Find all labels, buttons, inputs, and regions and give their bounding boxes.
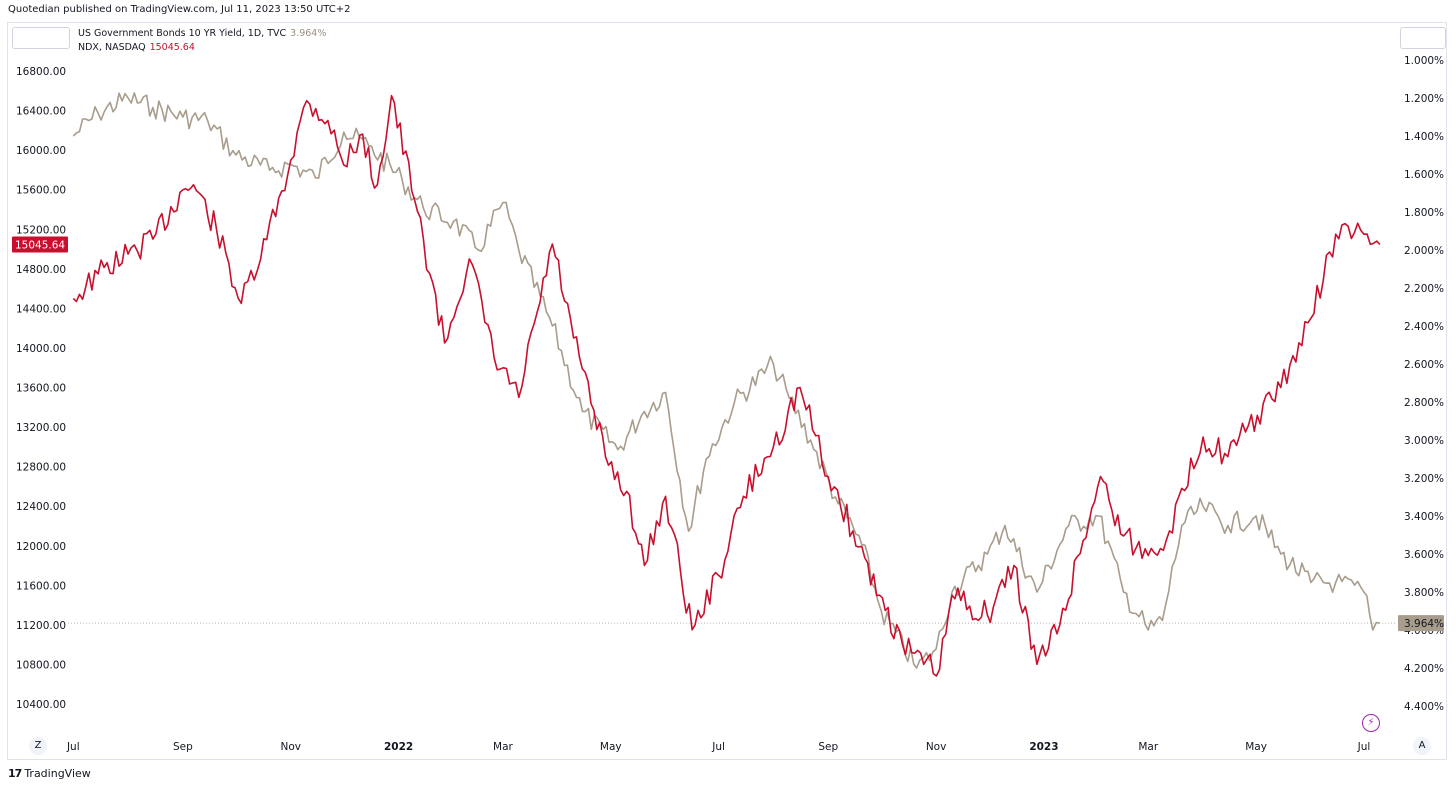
left-axis-tick-label: 13600.00: [16, 383, 66, 395]
left-axis-tick-label: 10800.00: [16, 659, 66, 671]
right-axis-tick-label: 3.600%: [1404, 549, 1444, 561]
left-axis-tick-label: 15200.00: [16, 224, 66, 236]
x-axis-tick-label: Jul: [1357, 741, 1371, 753]
tradingview-brand: TradingView: [24, 767, 91, 780]
x-axis-tick-label: Sep: [173, 741, 193, 753]
x-axis-tick-label: Nov: [281, 741, 302, 753]
tradingview-logo: 17 TradingView: [8, 767, 91, 780]
legend-ndx-label: NDX, NASDAQ: [78, 42, 146, 53]
right-axis-tick-label: 2.400%: [1404, 321, 1444, 333]
right-axis-tick-label: 4.400%: [1404, 701, 1444, 713]
legend-series-ndx[interactable]: NDX, NASDAQ 15045.64: [78, 42, 195, 53]
right-axis-tick-label: 3.000%: [1404, 435, 1444, 447]
right-axis-tick-label: 1.200%: [1404, 93, 1444, 105]
left-axis-tick-label: 16000.00: [16, 145, 66, 157]
right-axis-tick-label: 3.800%: [1404, 587, 1444, 599]
chart-frame: [7, 22, 1447, 760]
x-axis-tick-label: Jul: [711, 741, 725, 753]
yield-series-line[interactable]: [72, 92, 1381, 669]
publisher-caption: Quotedian published on TradingView.com, …: [8, 4, 351, 15]
ndx-last-value-badge: [12, 236, 68, 253]
tradingview-mark-icon: 17: [8, 767, 22, 780]
x-axis-tick-label: Jul: [66, 741, 80, 753]
right-axis-tick-label: 3.200%: [1404, 473, 1444, 485]
zoom-button[interactable]: Z: [29, 737, 47, 755]
right-axis-tick-label: 2.200%: [1404, 283, 1444, 295]
left-axis-tick-label: 15600.00: [16, 185, 66, 197]
ndx-last-value-label: 15045.64: [15, 240, 65, 252]
left-axis-tick-label: 14000.00: [16, 343, 66, 355]
x-axis-tick-label: Nov: [926, 741, 947, 753]
x-axis-tick-label: Mar: [493, 741, 513, 753]
right-axis-tick-label: 2.800%: [1404, 397, 1444, 409]
yield-last-value-badge: [1398, 615, 1444, 632]
ndx-series-line[interactable]: [72, 94, 1381, 677]
x-axis-tick-label: 2022: [384, 741, 413, 753]
yield-last-value-label: 3.964%: [1404, 618, 1444, 630]
lightning-icon[interactable]: ⚡: [1362, 714, 1380, 732]
left-axis-tick-label: 12400.00: [16, 501, 66, 513]
right-axis-tick-label: 4.200%: [1404, 663, 1444, 675]
x-axis-tick-label: 2023: [1029, 741, 1058, 753]
x-axis-tick-label: May: [600, 741, 622, 753]
x-axis-tick-label: May: [1245, 741, 1267, 753]
left-axis-tick-label: 16800.00: [16, 66, 66, 78]
x-axis-tick-label: Sep: [818, 741, 838, 753]
right-axis-tick-label: 1.000%: [1404, 55, 1444, 67]
right-scale-button[interactable]: [1400, 27, 1446, 49]
left-axis-tick-label: 16400.00: [16, 106, 66, 118]
left-axis-tick-label: 10400.00: [16, 699, 66, 711]
legend-yield-label: US Government Bonds 10 YR Yield, 1D, TVC: [78, 28, 287, 39]
auto-scale-button[interactable]: A: [1413, 737, 1431, 755]
right-axis-tick-label: 1.600%: [1404, 169, 1444, 181]
right-axis-tick-label: 2.600%: [1404, 359, 1444, 371]
legend-ndx-value: 15045.64: [149, 42, 195, 53]
legend-series-yield[interactable]: US Government Bonds 10 YR Yield, 1D, TVC…: [78, 28, 326, 39]
left-axis-tick-label: 12800.00: [16, 462, 66, 474]
x-axis-tick-label: Mar: [1138, 741, 1158, 753]
left-axis-tick-label: 11200.00: [16, 620, 66, 632]
left-axis-tick-label: 14400.00: [16, 303, 66, 315]
right-axis-tick-label: 1.400%: [1404, 131, 1444, 143]
right-axis-tick-label: 3.400%: [1404, 511, 1444, 523]
right-axis-tick-label: 2.000%: [1404, 245, 1444, 257]
legend-yield-value: 3.964%: [290, 28, 327, 39]
legend-toggle-button[interactable]: [12, 27, 70, 49]
right-axis-tick-label: 1.800%: [1404, 207, 1444, 219]
left-axis-tick-label: 12000.00: [16, 541, 66, 553]
left-axis-tick-label: 11600.00: [16, 580, 66, 592]
left-axis-tick-label: 13200.00: [16, 422, 66, 434]
left-axis-tick-label: 14800.00: [16, 264, 66, 276]
